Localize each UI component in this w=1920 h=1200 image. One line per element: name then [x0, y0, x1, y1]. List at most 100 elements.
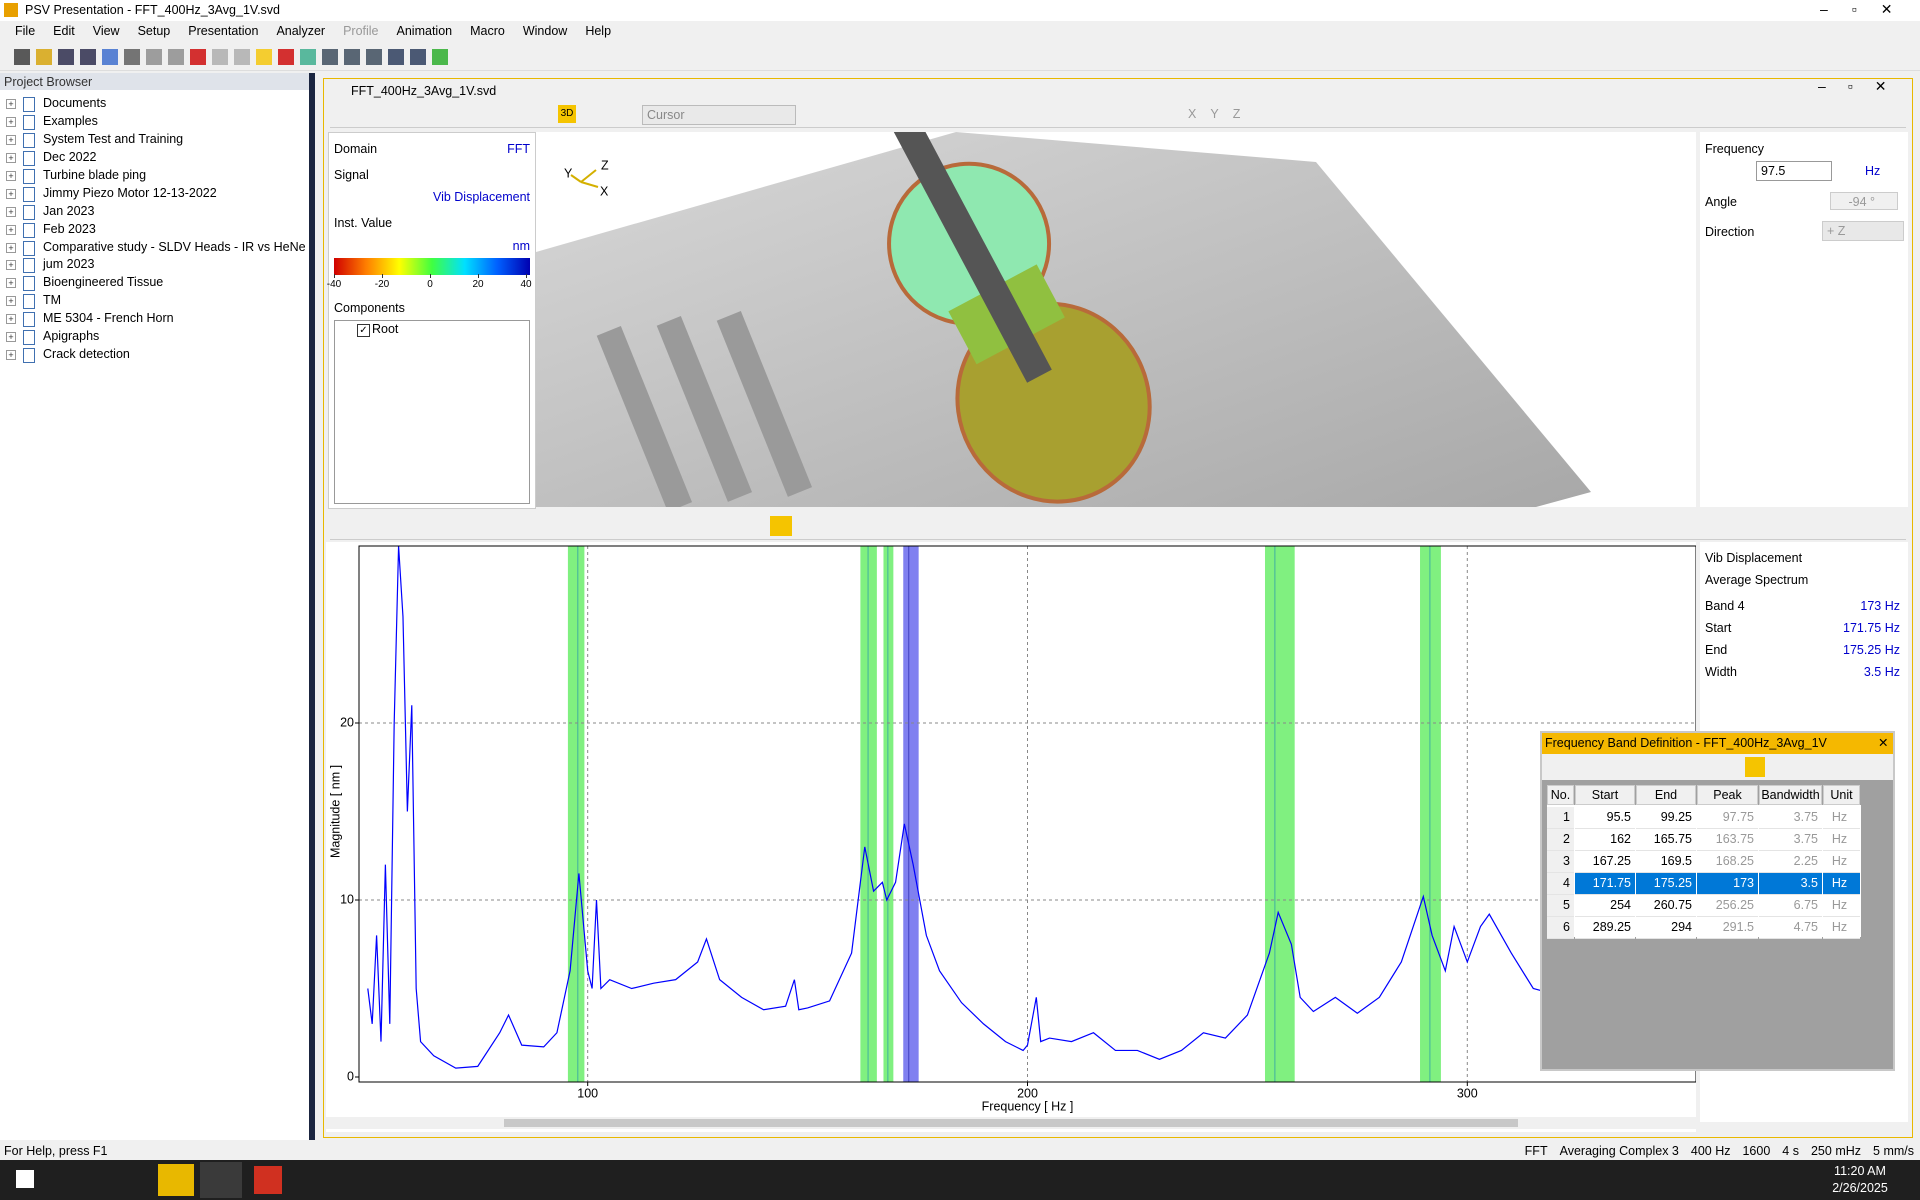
- column-header[interactable]: No.: [1547, 785, 1574, 805]
- table-cell[interactable]: 171.75: [1575, 873, 1635, 895]
- document-controls[interactable]: –▫✕: [1818, 78, 1909, 94]
- table-cell[interactable]: 5: [1547, 895, 1574, 917]
- expander[interactable]: +: [6, 99, 16, 109]
- expander[interactable]: +: [6, 188, 16, 199]
- scrollbar-thumb[interactable]: [504, 1119, 1518, 1127]
- table-cell[interactable]: 291.5: [1697, 917, 1758, 939]
- menu-item[interactable]: Setup: [137, 24, 171, 38]
- toolbar-icon[interactable]: [366, 49, 382, 65]
- toolbar-icon[interactable]: [146, 49, 162, 65]
- toolbar-button[interactable]: [1745, 757, 1765, 777]
- table-cell[interactable]: Hz: [1823, 917, 1860, 939]
- table-cell[interactable]: 260.75: [1636, 895, 1696, 917]
- angle-input[interactable]: -94 °: [1830, 192, 1898, 210]
- toolbar-icon[interactable]: [190, 49, 206, 65]
- window-controls[interactable]: –▫✕: [1820, 1, 1917, 17]
- menu-item[interactable]: Animation: [396, 24, 453, 38]
- toolbar-icon[interactable]: [322, 49, 338, 65]
- toolbar-button[interactable]: [772, 516, 792, 536]
- table-cell[interactable]: 3.75: [1759, 807, 1822, 829]
- toolbar-icon[interactable]: [102, 49, 118, 65]
- table-cell[interactable]: 163.75: [1697, 829, 1758, 851]
- table-cell[interactable]: Hz: [1823, 851, 1860, 873]
- taskbar-app[interactable]: [254, 1166, 282, 1194]
- taskbar-app[interactable]: [158, 1164, 194, 1196]
- expander[interactable]: +: [6, 278, 16, 289]
- project-item[interactable]: jum 2023: [43, 257, 95, 272]
- toolbar-icon[interactable]: [14, 49, 30, 65]
- table-cell[interactable]: 2: [1547, 829, 1574, 851]
- project-item[interactable]: Examples: [43, 113, 98, 128]
- table-cell[interactable]: 2.25: [1759, 851, 1822, 873]
- direction-combo[interactable]: + Z: [1822, 221, 1904, 241]
- expander[interactable]: +: [6, 350, 16, 361]
- expander[interactable]: +: [6, 224, 16, 235]
- table-cell[interactable]: 3.75: [1759, 829, 1822, 851]
- menu-item[interactable]: Analyzer: [276, 24, 326, 38]
- axis-button[interactable]: Y: [1210, 107, 1219, 121]
- table-cell[interactable]: Hz: [1823, 873, 1860, 895]
- table-cell[interactable]: 168.25: [1697, 851, 1758, 873]
- menu-item[interactable]: Presentation: [188, 24, 259, 38]
- column-header[interactable]: Peak: [1697, 785, 1758, 805]
- table-cell[interactable]: 3: [1547, 851, 1574, 873]
- expander[interactable]: +: [6, 314, 16, 325]
- menu-item[interactable]: Profile: [343, 24, 379, 38]
- mode-3d[interactable]: 3D: [558, 105, 576, 123]
- project-item[interactable]: Dec 2022: [43, 149, 97, 164]
- expander[interactable]: +: [6, 296, 16, 307]
- toolbar-icon[interactable]: [80, 49, 96, 65]
- dialog-close[interactable]: ✕: [1878, 736, 1889, 750]
- toolbar-icon[interactable]: [410, 49, 426, 65]
- table-cell[interactable]: 4.75: [1759, 917, 1822, 939]
- table-cell[interactable]: Hz: [1823, 829, 1860, 851]
- table-cell[interactable]: 165.75: [1636, 829, 1696, 851]
- project-item[interactable]: Documents: [43, 96, 107, 110]
- tree-item[interactable]: Root: [372, 322, 399, 336]
- table-cell[interactable]: 254: [1575, 895, 1635, 917]
- table-cell[interactable]: 167.25: [1575, 851, 1635, 873]
- expander[interactable]: +: [6, 206, 16, 217]
- project-item[interactable]: Bioengineered Tissue: [43, 275, 164, 290]
- toolbar-icon[interactable]: [388, 49, 404, 65]
- project-item[interactable]: ME 5304 - French Horn: [43, 311, 174, 326]
- column-header[interactable]: Bandwidth: [1759, 785, 1822, 805]
- table-cell[interactable]: 6: [1547, 917, 1574, 939]
- toolbar-icon[interactable]: [36, 49, 52, 65]
- toolbar-icon[interactable]: [212, 49, 228, 65]
- toolbar-icon[interactable]: [256, 49, 272, 65]
- cursor-combo[interactable]: Cursor: [642, 105, 796, 125]
- table-cell[interactable]: 95.5: [1575, 807, 1635, 829]
- menu-item[interactable]: Macro: [470, 24, 505, 38]
- menu-item[interactable]: Window: [522, 24, 568, 38]
- toolbar-icon[interactable]: [344, 49, 360, 65]
- table-cell[interactable]: 97.75: [1697, 807, 1758, 829]
- project-item[interactable]: Crack detection: [43, 347, 130, 362]
- table-cell[interactable]: 169.5: [1636, 851, 1696, 873]
- menu-item[interactable]: View: [92, 24, 120, 38]
- project-item[interactable]: Jan 2023: [43, 203, 95, 218]
- expander[interactable]: +: [6, 332, 16, 343]
- project-item[interactable]: System Test and Training: [43, 131, 184, 146]
- toolbar-icon[interactable]: [124, 49, 140, 65]
- column-header[interactable]: Unit: [1823, 785, 1860, 805]
- project-item[interactable]: Feb 2023: [43, 221, 96, 236]
- toolbar-icon[interactable]: [432, 49, 448, 65]
- expander[interactable]: +: [6, 260, 16, 271]
- axis-button[interactable]: Z: [1232, 107, 1241, 121]
- expander[interactable]: +: [6, 116, 16, 127]
- project-item[interactable]: Comparative study - SLDV Heads - IR vs H…: [43, 239, 306, 254]
- table-cell[interactable]: 4: [1547, 873, 1574, 895]
- expander[interactable]: +: [6, 170, 16, 181]
- table-cell[interactable]: 162: [1575, 829, 1635, 851]
- table-cell[interactable]: 175.25: [1636, 873, 1696, 895]
- menu-item[interactable]: Help: [585, 24, 612, 38]
- toolbar-icon[interactable]: [58, 49, 74, 65]
- table-cell[interactable]: Hz: [1823, 807, 1860, 829]
- column-header[interactable]: Start: [1575, 785, 1635, 805]
- menu-item[interactable]: File: [15, 24, 36, 38]
- frequency-input[interactable]: 97.5: [1756, 161, 1832, 181]
- toolbar-icon[interactable]: [278, 49, 294, 65]
- table-cell[interactable]: 173: [1697, 873, 1758, 895]
- expander[interactable]: +: [6, 242, 16, 253]
